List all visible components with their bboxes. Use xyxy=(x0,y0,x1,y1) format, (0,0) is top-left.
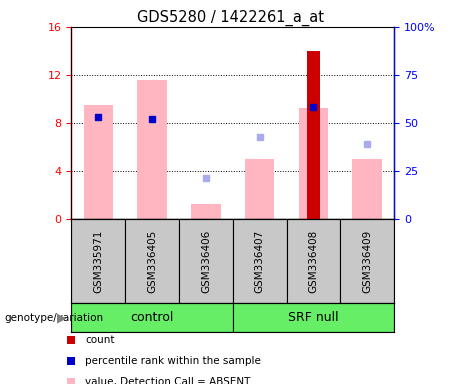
Text: GSM336409: GSM336409 xyxy=(362,230,372,293)
Text: control: control xyxy=(130,311,174,324)
Text: genotype/variation: genotype/variation xyxy=(5,313,104,323)
Bar xyxy=(233,219,287,303)
Bar xyxy=(125,219,179,303)
Text: GSM335971: GSM335971 xyxy=(93,229,103,293)
Bar xyxy=(191,204,221,219)
Text: count: count xyxy=(85,335,115,345)
Bar xyxy=(233,303,394,332)
Bar xyxy=(307,51,320,219)
Text: percentile rank within the sample: percentile rank within the sample xyxy=(85,356,261,366)
Text: GSM336408: GSM336408 xyxy=(308,230,319,293)
Bar xyxy=(83,105,113,219)
Text: GDS5280 / 1422261_a_at: GDS5280 / 1422261_a_at xyxy=(137,10,324,26)
Bar xyxy=(71,303,233,332)
Bar xyxy=(353,159,382,219)
Bar xyxy=(137,80,167,219)
Text: GSM336406: GSM336406 xyxy=(201,230,211,293)
Bar xyxy=(245,159,274,219)
Text: ▶: ▶ xyxy=(57,311,67,324)
Text: GSM336405: GSM336405 xyxy=(147,230,157,293)
Bar xyxy=(299,109,328,219)
Text: SRF null: SRF null xyxy=(288,311,339,324)
Text: GSM336407: GSM336407 xyxy=(254,230,265,293)
Bar xyxy=(340,219,394,303)
Bar xyxy=(287,219,340,303)
Bar xyxy=(179,219,233,303)
Text: value, Detection Call = ABSENT: value, Detection Call = ABSENT xyxy=(85,377,251,384)
Bar xyxy=(71,219,125,303)
